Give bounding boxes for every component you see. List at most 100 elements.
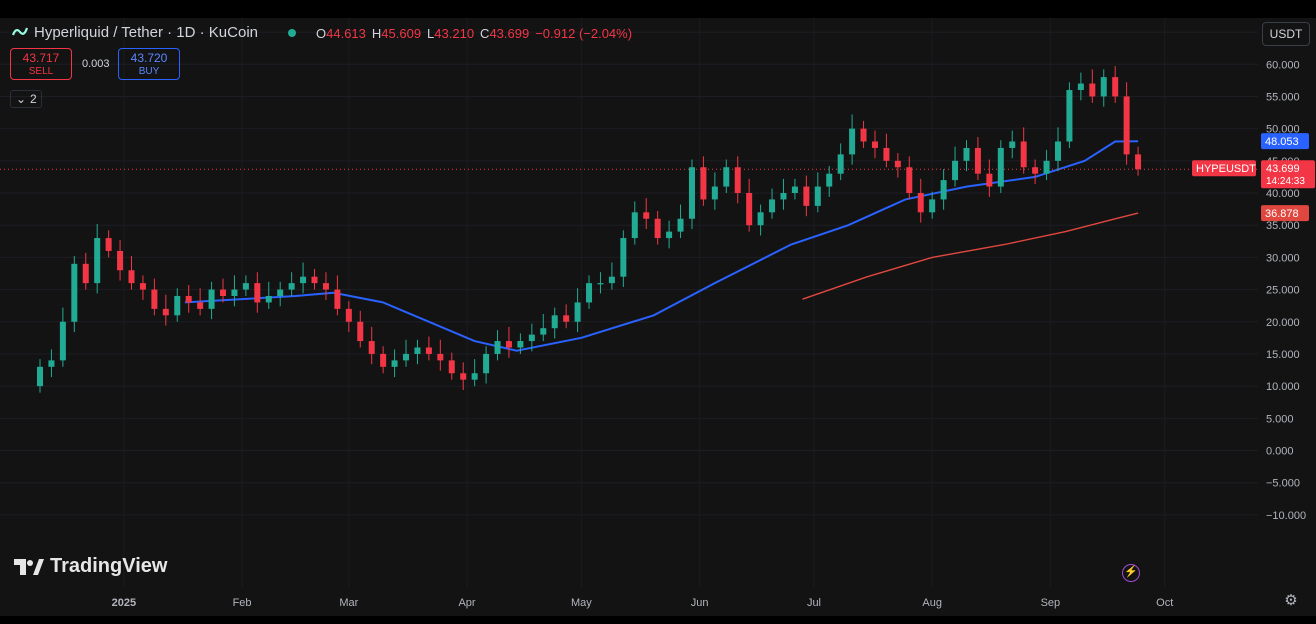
low-key: L xyxy=(427,26,435,41)
candle-body xyxy=(1054,141,1061,161)
sell-button[interactable]: 43.717 SELL xyxy=(10,48,72,80)
candle-body xyxy=(162,308,169,316)
time-tick-label: 2025 xyxy=(112,597,136,609)
candle-body xyxy=(563,315,570,322)
time-tick-label: Apr xyxy=(458,597,475,609)
price-chart[interactable]: −10.000−5.0000.0005.00010.00015.00020.00… xyxy=(0,18,1316,616)
candle-body xyxy=(174,296,181,316)
candle-body xyxy=(849,128,856,155)
candle-body xyxy=(551,315,558,329)
candle-body xyxy=(1043,160,1050,174)
buy-price: 43.720 xyxy=(130,51,168,65)
candle-body xyxy=(277,289,284,296)
candle-body xyxy=(963,147,970,161)
ohlc-readout: O44.613 H45.609 L43.210 C43.699 −0.912 (−2.0… xyxy=(316,26,638,41)
candle-body xyxy=(334,289,341,309)
ma-slow-price-tag: 36.878 xyxy=(1265,208,1299,220)
market-status-icon xyxy=(288,29,296,37)
candle-body xyxy=(643,212,650,219)
candle-body xyxy=(540,328,547,335)
ma-fast-price-tag: 48.053 xyxy=(1265,136,1299,148)
price-tick-label: 15.000 xyxy=(1266,349,1300,361)
candle-body xyxy=(780,193,787,200)
candle-body xyxy=(860,128,867,142)
candle-body xyxy=(231,289,238,296)
price-tick-label: 20.000 xyxy=(1266,317,1300,329)
candle-body xyxy=(494,341,501,354)
time-axis: 2025 Feb Mar Apr May Jun Jul Aug Sep Oct xyxy=(112,597,1174,609)
candle-body xyxy=(59,321,66,361)
candle-body xyxy=(1009,141,1016,148)
time-tick-label: May xyxy=(571,597,592,609)
candles xyxy=(37,66,1142,393)
buy-button[interactable]: 43.720 BUY xyxy=(118,48,180,80)
candle-body xyxy=(391,360,398,367)
candle-body xyxy=(1032,167,1039,174)
candle-body xyxy=(666,231,673,239)
candle-body xyxy=(288,283,295,290)
candle-body xyxy=(448,360,455,374)
sell-label: SELL xyxy=(28,66,54,77)
candle-body xyxy=(460,373,467,380)
candle-body xyxy=(929,199,936,213)
candle-body xyxy=(242,283,249,290)
candle-body xyxy=(1135,154,1142,170)
candle-body xyxy=(37,366,43,387)
candle-body xyxy=(803,186,810,206)
candle-body xyxy=(300,276,307,284)
candle-body xyxy=(677,218,684,232)
buy-label: BUY xyxy=(138,66,160,77)
currency-button[interactable]: USDT xyxy=(1262,22,1310,46)
candle-body xyxy=(220,289,227,296)
candle-body xyxy=(746,193,753,226)
candle-body xyxy=(414,347,421,354)
price-tick-label: 10.000 xyxy=(1266,381,1300,393)
candle-body xyxy=(254,283,261,303)
candle-body xyxy=(940,180,947,200)
candle-body xyxy=(574,302,581,322)
symbol-title[interactable]: Hyperliquid / Tether · 1D · KuCoin xyxy=(34,24,258,41)
price-tick-label: 55.000 xyxy=(1266,91,1300,103)
candle-body xyxy=(791,186,798,193)
lightning-icon[interactable]: ⚡ xyxy=(1122,564,1140,582)
candle-body xyxy=(906,167,913,193)
candle-body xyxy=(1123,96,1130,155)
time-tick-label: Sep xyxy=(1041,597,1061,609)
ma-fast-price-tag-bg xyxy=(1261,133,1309,150)
gear-icon[interactable]: ⚙ xyxy=(1284,592,1298,609)
candle-body xyxy=(105,238,112,251)
candle-body xyxy=(586,283,593,303)
candle-body xyxy=(952,160,959,181)
high-value: 45.609 xyxy=(381,26,422,41)
candle-body xyxy=(734,167,741,193)
candle-body xyxy=(208,289,215,309)
high-key: H xyxy=(371,26,382,41)
candle-body xyxy=(185,296,192,303)
candle-body xyxy=(1077,83,1084,90)
candle-body xyxy=(128,270,135,284)
time-tick-label: Mar xyxy=(339,597,358,609)
chart-frame[interactable]: −10.000 −5.000 0.000 5.000 10.000 15.000 20.00… xyxy=(0,18,1316,616)
spread-value: 0.003 xyxy=(82,58,110,70)
price-tick-label: 0.000 xyxy=(1266,446,1294,458)
time-tick-label: Jul xyxy=(807,597,821,609)
indicators-count: 2 xyxy=(30,92,37,106)
candle-body xyxy=(357,321,364,342)
tradingview-logo[interactable]: TradingView xyxy=(14,555,167,578)
candle-body xyxy=(265,296,272,303)
chevron-down-icon: ⌄ xyxy=(16,92,27,106)
candle-body xyxy=(723,167,730,187)
candle-body xyxy=(597,283,604,285)
indicators-toggle-button[interactable]: ⌄ 2 xyxy=(10,90,42,108)
moving-averages xyxy=(0,140,1258,352)
candle-body xyxy=(197,302,204,309)
candle-body xyxy=(1112,77,1119,97)
close-value: 43.699 xyxy=(489,26,530,41)
countdown-label: 14:24:33 xyxy=(1266,176,1305,187)
candle-body xyxy=(471,373,478,380)
candle-body xyxy=(483,353,490,374)
symbol-price-tag: HYPEUSDT xyxy=(1196,163,1256,175)
candle-body xyxy=(826,173,833,187)
candle-body xyxy=(368,341,375,354)
price-tick-label: 60.000 xyxy=(1266,59,1300,71)
